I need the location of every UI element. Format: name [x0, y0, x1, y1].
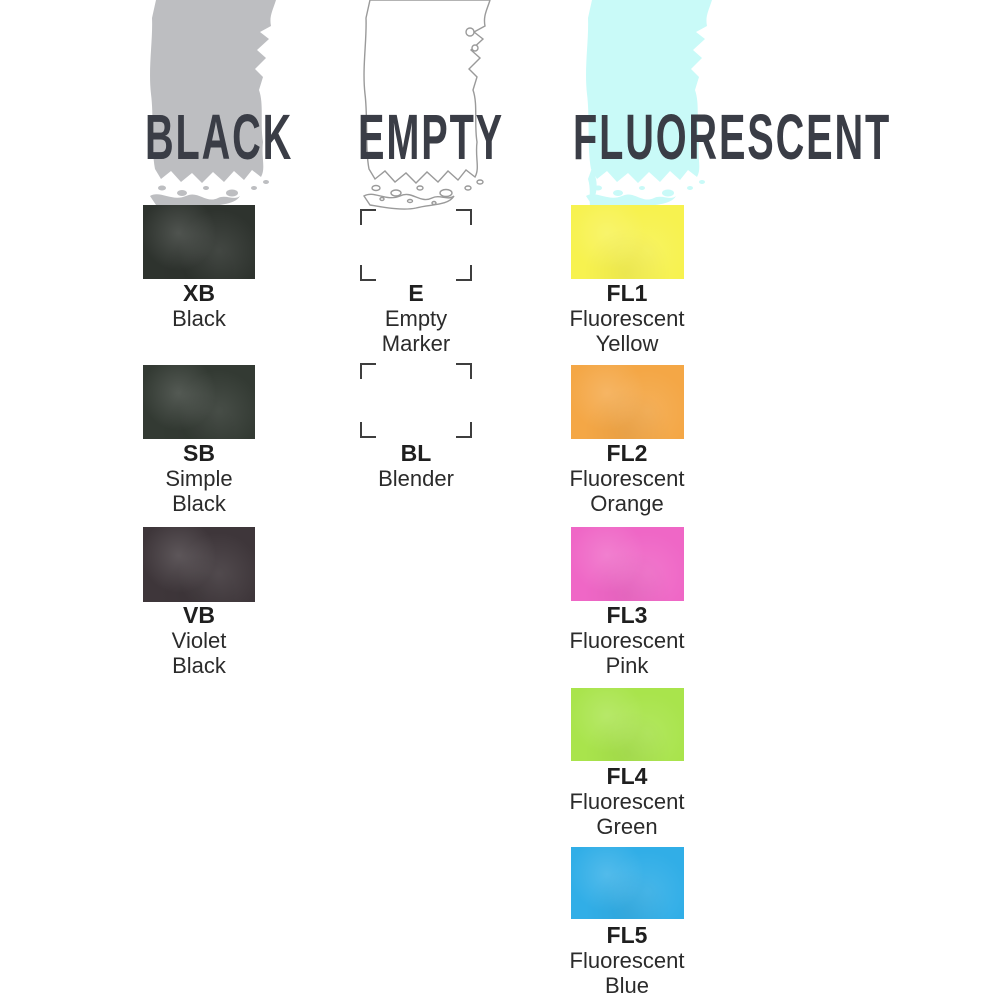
swatch-fl1: [571, 205, 684, 279]
swatch-fl1-label: FL1 Fluorescent Yellow: [527, 280, 727, 357]
swatch-bl-label: BL Blender: [316, 440, 516, 492]
swatch-name-line: Blue: [604, 973, 650, 998]
swatch-code: FL4: [606, 763, 648, 789]
swatch-vb-label: VB Violet Black: [99, 602, 299, 679]
swatch-name-line: Pink: [605, 653, 649, 678]
swatch-xb: [143, 205, 255, 279]
swatch-e-label: E Empty Marker: [316, 280, 516, 357]
swatch-name-line: Black: [172, 653, 226, 678]
bracket-corner: [360, 363, 376, 379]
column-title-black-text: BLACK: [145, 101, 294, 173]
swatch-sb-label: SB Simple Black: [99, 440, 299, 517]
swatch-name-line: Fluorescent: [569, 789, 685, 814]
bracket-box-e: [360, 209, 472, 281]
bracket-box-bl: [360, 363, 472, 438]
column-title-black: BLACK: [145, 101, 384, 173]
bubble-outline: [465, 27, 475, 37]
swatch-name-line: Fluorescent: [569, 628, 685, 653]
bracket-corner: [456, 363, 472, 379]
bracket-corner: [456, 265, 472, 281]
swatch-name-line: Black: [172, 306, 226, 331]
fluorescent-brush-stroke: [586, 0, 712, 210]
bracket-corner: [360, 209, 376, 225]
swatch-vb: [143, 527, 255, 602]
bracket-corner: [456, 209, 472, 225]
column-title-fluorescent-text: FLUORESCENT: [573, 101, 892, 173]
swatch-xb-label: XB Black: [99, 280, 299, 332]
bubble-outline: [471, 44, 479, 52]
swatch-fl4-label: FL4 Fluorescent Green: [527, 763, 727, 840]
swatch-code: BL: [400, 440, 432, 466]
swatch-name-line: Yellow: [595, 331, 659, 356]
swatch-name-line: Fluorescent: [569, 466, 685, 491]
column-title-fluorescent: FLUORESCENT: [573, 101, 1000, 173]
swatch-name-line: Fluorescent: [569, 306, 685, 331]
swatch-fl3-label: FL3 Fluorescent Pink: [527, 602, 727, 679]
swatch-name-line: Black: [172, 491, 226, 516]
swatch-code: VB: [183, 602, 215, 628]
swatch-code: FL2: [606, 440, 648, 466]
swatch-name-line: Blender: [378, 466, 454, 491]
swatch-code: FL1: [606, 280, 648, 306]
fluorescent-drip: [588, 168, 598, 207]
swatch-name-line: Orange: [590, 491, 664, 516]
swatch-name-line: Violet: [171, 628, 227, 653]
column-title-empty-text: EMPTY: [358, 101, 504, 173]
swatch-fl2-label: FL2 Fluorescent Orange: [527, 440, 727, 517]
swatch-code: XB: [183, 280, 215, 306]
swatch-fl3: [571, 527, 684, 601]
swatch-fl5: [571, 847, 684, 919]
swatch-code: E: [408, 280, 424, 306]
bracket-corner: [360, 265, 376, 281]
swatch-fl5-label: FL5 Fluorescent Blue: [527, 922, 727, 999]
bracket-corner: [360, 422, 376, 438]
swatch-name-line: Marker: [381, 331, 451, 356]
swatch-name-line: Green: [596, 814, 658, 839]
column-title-empty: EMPTY: [358, 101, 593, 173]
swatch-fl2: [571, 365, 684, 439]
swatch-code: FL3: [606, 602, 648, 628]
bracket-corner: [456, 422, 472, 438]
swatch-code: SB: [183, 440, 215, 466]
swatch-fl4: [571, 688, 684, 761]
swatch-sb: [143, 365, 255, 439]
empty-brush-stroke: [363, 0, 491, 210]
swatch-name-line: Simple: [165, 466, 233, 491]
swatch-code: FL5: [606, 922, 648, 948]
swatch-name-line: Fluorescent: [569, 948, 685, 973]
swatch-name-line: Empty: [384, 306, 448, 331]
